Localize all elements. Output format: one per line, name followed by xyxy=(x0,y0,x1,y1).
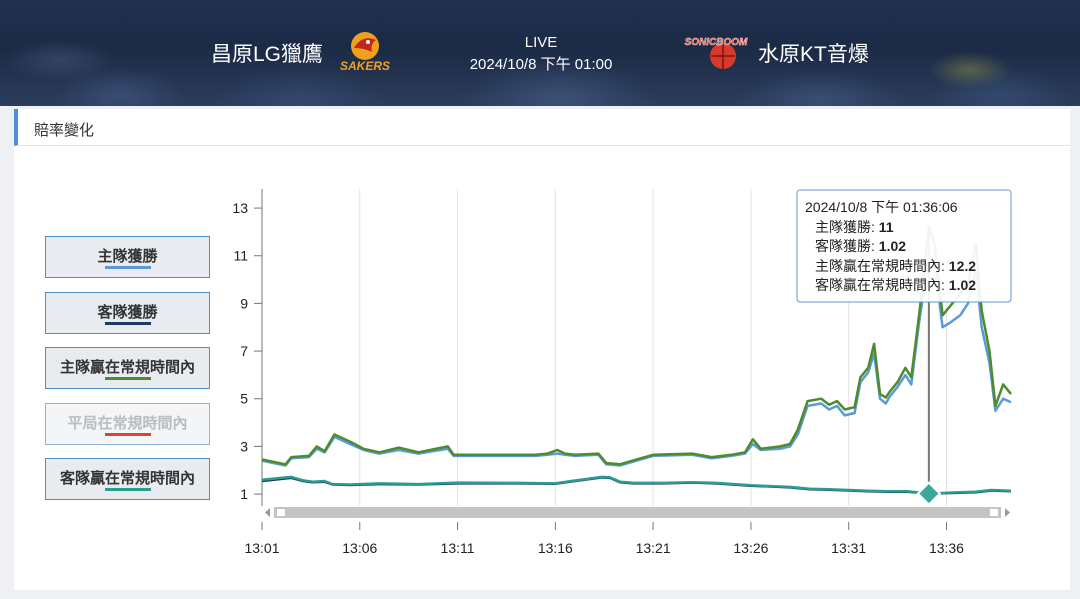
match-status: LIVE xyxy=(524,34,558,51)
legend-swatch xyxy=(105,433,151,436)
panel-title: 賠率變化 xyxy=(34,122,95,139)
series-line-4 xyxy=(261,475,1012,495)
y-tick-label: 1 xyxy=(240,486,248,502)
series-line-1 xyxy=(261,254,1012,467)
legend-swatch xyxy=(105,266,151,269)
legend-toggle-home-win[interactable]: 主隊獲勝 xyxy=(45,236,210,278)
match-datetime: 2024/10/8 下午 01:00 xyxy=(469,56,613,73)
legend-label: 平局在常規時間內 xyxy=(67,415,188,432)
hover-point-marker xyxy=(916,481,942,507)
y-tick-label: 3 xyxy=(240,438,248,454)
legend-label: 主隊贏在常規時間內 xyxy=(59,359,195,376)
scroll-left-arrow-icon[interactable] xyxy=(265,508,270,517)
scrollbar-handle-left[interactable] xyxy=(277,509,285,516)
x-tick-label: 13:36 xyxy=(929,540,964,556)
home-team-logo: SAKERS xyxy=(340,32,390,73)
range-scrollbar[interactable] xyxy=(265,507,1010,518)
x-tick-label: 13:06 xyxy=(342,540,377,556)
chart-series xyxy=(261,225,1012,495)
x-tick-label: 13:16 xyxy=(538,540,573,556)
x-tick-label: 13:01 xyxy=(244,540,279,556)
y-tick-label: 13 xyxy=(232,200,248,216)
legend-swatch xyxy=(105,488,151,491)
legend-label: 客隊贏在常規時間內 xyxy=(59,470,195,487)
away-logo-text: SONICBOOM xyxy=(685,37,748,48)
series-line-3 xyxy=(261,225,1012,466)
scrollbar-handle-right[interactable] xyxy=(990,509,998,516)
away-team-logo: SONICBOOM xyxy=(684,37,748,69)
x-tick-label: 13:26 xyxy=(733,540,768,556)
home-logo-text: SAKERS xyxy=(340,59,390,73)
legend-swatch xyxy=(105,322,151,325)
legend-toggle-draw-regulation[interactable]: 平局在常規時間內 xyxy=(45,403,210,445)
match-header: 昌原LG獵鷹 SAKERS LIVE 2024/10/8 下午 01:00 SO… xyxy=(0,0,1080,106)
y-tick-label: 5 xyxy=(240,391,248,407)
panel-header: 賠率變化 xyxy=(14,109,1070,146)
legend-toggle-home-regulation[interactable]: 主隊贏在常規時間內 xyxy=(45,347,210,389)
legend-label: 主隊獲勝 xyxy=(97,248,158,265)
x-tick-label: 13:21 xyxy=(636,540,671,556)
scrollbar-track xyxy=(274,507,1001,518)
away-team-name: 水原KT音爆 xyxy=(758,43,869,66)
x-tick-label: 13:11 xyxy=(441,540,475,556)
x-axis-ticks: 13:01 13:06 13:11 13:16 13:21 13:26 13:31 13:36 xyxy=(244,522,964,556)
y-tick-label: 9 xyxy=(240,295,248,311)
legend-toggle-away-win[interactable]: 客隊獲勝 xyxy=(45,292,210,334)
y-tick-label: 7 xyxy=(240,343,248,359)
y-tick-label: 11 xyxy=(233,248,248,264)
legend-label: 客隊獲勝 xyxy=(97,304,158,321)
home-team-name: 昌原LG獵鷹 xyxy=(210,43,323,66)
hover-marker xyxy=(916,481,942,507)
legend-swatch xyxy=(105,377,151,380)
x-tick-label: 13:31 xyxy=(831,540,866,556)
scroll-right-arrow-icon[interactable] xyxy=(1005,508,1010,517)
chart-grid xyxy=(261,189,947,506)
legend-toggle-away-regulation[interactable]: 客隊贏在常規時間內 xyxy=(45,458,210,500)
header-background xyxy=(0,0,1080,106)
